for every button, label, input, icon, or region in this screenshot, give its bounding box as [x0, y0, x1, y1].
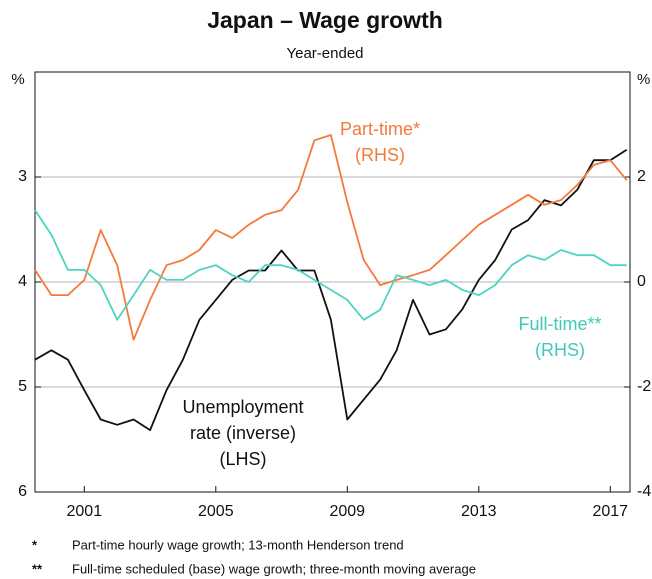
note-text: Part-time hourly wage growth; 13-month H… [72, 537, 404, 552]
series-line [34, 148, 628, 431]
y2-tick-label: -4 [637, 483, 651, 500]
series-line [34, 209, 627, 321]
x-tick-label: 2005 [198, 503, 234, 520]
plot-frame [34, 71, 631, 493]
x-tick-label: 2009 [329, 503, 365, 520]
y-tick-label: 6 [18, 483, 27, 500]
note-marker: ** [32, 561, 43, 576]
note-marker: * [32, 537, 38, 552]
y2-tick-label: 2 [637, 168, 646, 185]
x-tick-label: 2017 [592, 503, 628, 520]
annotation: (LHS) [219, 449, 266, 469]
y-tick-label: 5 [18, 378, 27, 395]
chart-subtitle: Year-ended [286, 45, 363, 62]
annotation: Full-time** [518, 314, 601, 334]
y2-tick-label: 0 [637, 273, 646, 290]
series-line [34, 134, 628, 341]
annotation: rate (inverse) [190, 423, 296, 443]
annotation: (RHS) [355, 145, 405, 165]
chart-title: Japan – Wage growth [207, 7, 443, 33]
x-tick-label: 2013 [461, 503, 497, 520]
y-tick-label: 3 [18, 168, 27, 185]
y-tick-label: 4 [18, 273, 27, 290]
annotation: Part-time* [340, 119, 420, 139]
annotation: (RHS) [535, 340, 585, 360]
note-text: Full-time scheduled (base) wage growth; … [72, 561, 476, 576]
x-tick-label: 2001 [67, 503, 103, 520]
y2-tick-label: -2 [637, 378, 651, 395]
y-axis-label: % [11, 71, 24, 88]
annotation: Unemployment [182, 397, 303, 417]
y2-axis-label: % [637, 71, 650, 88]
